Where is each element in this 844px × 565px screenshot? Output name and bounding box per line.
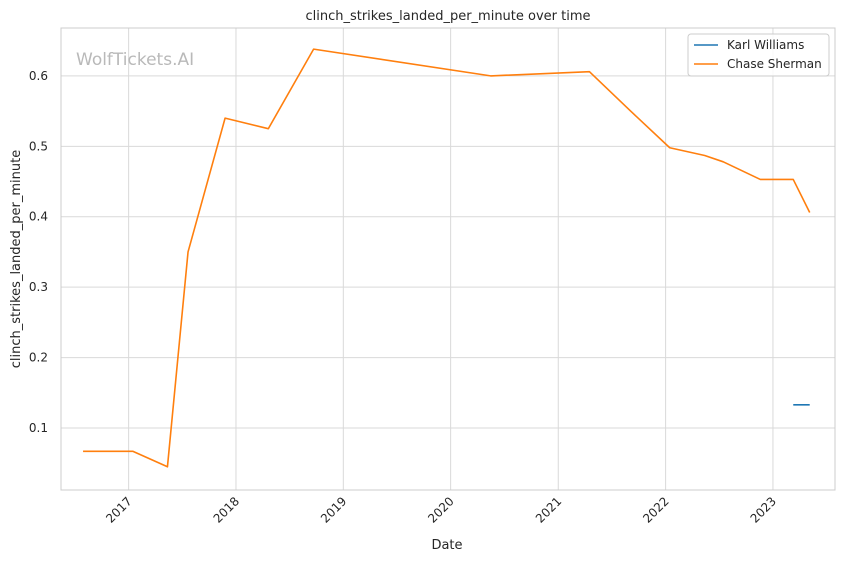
legend: Karl Williams Chase Sherman bbox=[687, 33, 830, 77]
y-axis-title: clinch_strikes_landed_per_minute bbox=[9, 150, 24, 368]
y-tick-label: 0.3 bbox=[29, 280, 48, 294]
y-tick-label: 0.6 bbox=[29, 69, 48, 83]
x-axis-title: Date bbox=[431, 538, 462, 553]
y-tick-label: 0.1 bbox=[29, 421, 48, 435]
legend-label-chase-sherman: Chase Sherman bbox=[727, 57, 822, 71]
chart-title: clinch_strikes_landed_per_minute over ti… bbox=[305, 9, 590, 24]
legend-label-karl-williams: Karl Williams bbox=[727, 38, 804, 52]
y-tick-label: 0.4 bbox=[29, 210, 48, 224]
watermark: WolfTickets.AI bbox=[76, 50, 194, 70]
series-lines bbox=[83, 48, 811, 468]
y-tick-label: 0.2 bbox=[29, 351, 48, 365]
y-tick-label: 0.5 bbox=[29, 139, 48, 153]
legend-box bbox=[687, 33, 830, 77]
series-line-chase-sherman bbox=[83, 48, 811, 468]
plot-frame bbox=[60, 27, 836, 491]
